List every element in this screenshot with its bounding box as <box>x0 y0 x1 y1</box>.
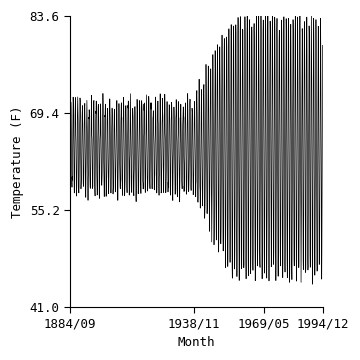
X-axis label: Month: Month <box>177 336 215 349</box>
Y-axis label: Temperature (F): Temperature (F) <box>11 105 24 218</box>
